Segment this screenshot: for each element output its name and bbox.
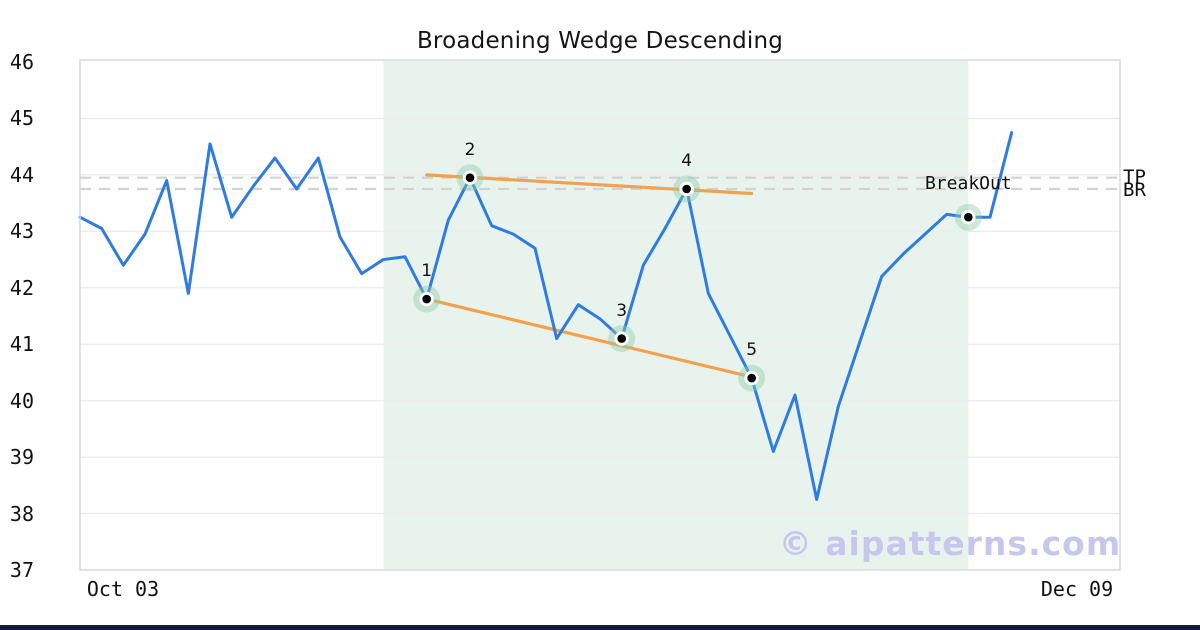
price-line [78, 131, 1014, 501]
breakout-marker [954, 203, 982, 231]
pattern-point-label-5: 5 [746, 340, 758, 361]
y-tick-label-42: 42 [9, 275, 34, 300]
lower-trendline [425, 297, 754, 379]
pattern-point-2-marker [456, 164, 484, 192]
watermark: © aipatterns.com [778, 524, 1122, 563]
pattern-point-label-1: 1 [421, 261, 433, 282]
y-tick-label-39: 39 [9, 445, 34, 470]
bottom-accent-bar [0, 625, 1200, 630]
pattern-point-1-marker [413, 285, 441, 313]
upper-trendline [425, 173, 754, 196]
pattern-point-5-marker [738, 364, 766, 392]
x-tick-label-end: Dec 09 [1040, 577, 1114, 601]
br-level-label: BR [1123, 178, 1146, 201]
y-tick-label-41: 41 [9, 332, 34, 357]
pattern-region [383, 61, 969, 569]
plot-border [79, 59, 1121, 571]
y-tick-label-45: 45 [9, 106, 34, 131]
y-tick-label-37: 37 [9, 557, 34, 582]
pattern-point-4-marker [673, 175, 701, 203]
pattern-point-3-marker [608, 325, 636, 353]
y-tick-label-44: 44 [9, 162, 34, 187]
y-tick-label-43: 43 [9, 219, 34, 244]
tp-level-label: TP [1123, 165, 1146, 188]
y-tick-label-46: 46 [9, 50, 34, 74]
breakout-label: BreakOut [924, 173, 1012, 195]
pattern-point-label-3: 3 [616, 300, 628, 321]
chart-title: Broadening Wedge Descending [416, 28, 784, 54]
x-tick-label-start: Oct 03 [86, 577, 160, 601]
y-tick-label-40: 40 [9, 388, 34, 413]
pattern-point-label-2: 2 [464, 139, 476, 160]
pattern-point-label-4: 4 [681, 150, 693, 171]
y-tick-label-38: 38 [9, 501, 34, 526]
